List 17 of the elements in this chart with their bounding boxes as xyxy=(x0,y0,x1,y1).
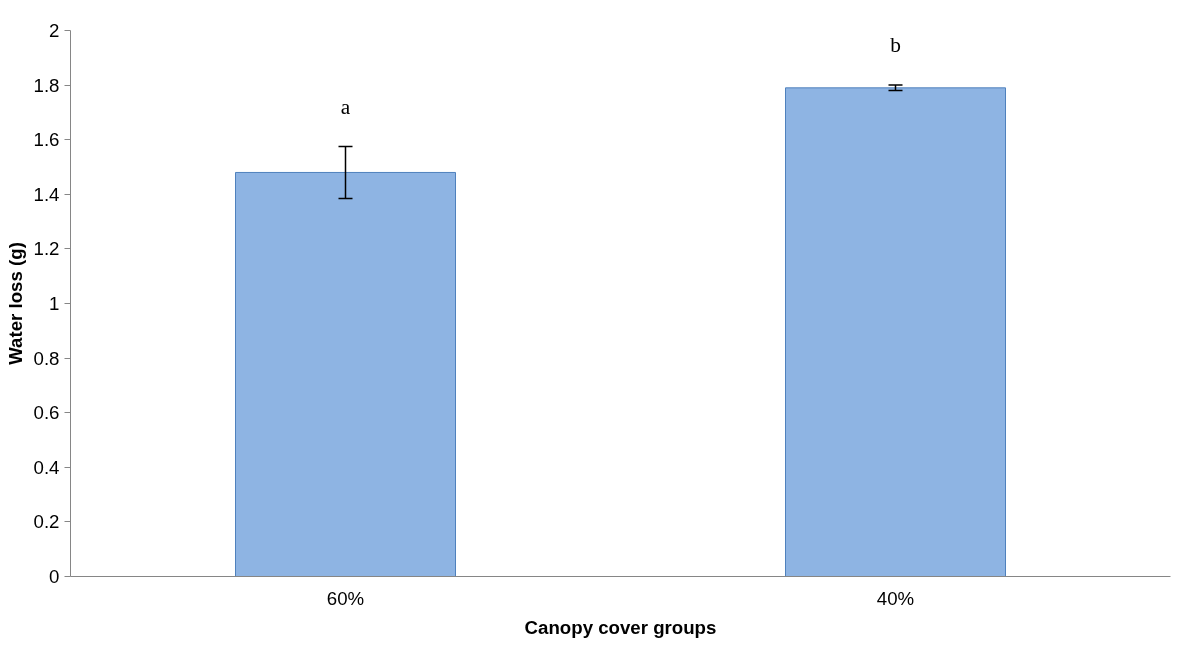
x-tick-label: 40% xyxy=(876,587,915,609)
y-tick-label: 0.4 xyxy=(33,456,60,478)
y-tick-label: 1.8 xyxy=(33,74,60,96)
annotation: a xyxy=(340,94,351,119)
y-tick-label: 1.4 xyxy=(33,183,60,205)
y-axis-title: Water loss (g) xyxy=(4,242,26,365)
y-tick-label: 2 xyxy=(49,20,60,41)
y-tick-label: 1 xyxy=(49,293,60,314)
y-tick-label: 1.6 xyxy=(33,129,60,151)
x-axis-title: Canopy cover groups xyxy=(524,616,717,638)
x-tick-label: 60% xyxy=(326,587,365,609)
annotation: b xyxy=(890,33,901,58)
y-tick-label: 1.2 xyxy=(33,238,60,260)
y-tick-label: 0.8 xyxy=(33,347,60,369)
y-tick-label: 0 xyxy=(49,566,60,587)
y-tick-label: 0.6 xyxy=(33,402,60,424)
y-tick-label: 0.2 xyxy=(33,511,60,533)
